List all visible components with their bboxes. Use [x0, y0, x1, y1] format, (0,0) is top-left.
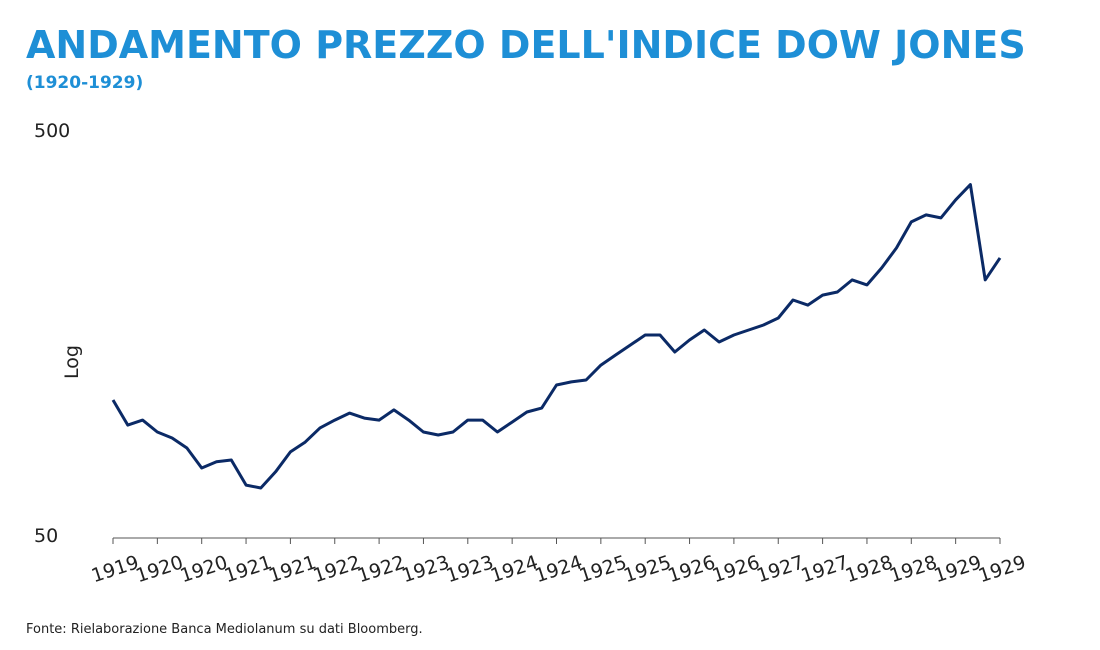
chart-subtitle: (1920-1929) — [26, 73, 143, 93]
y-tick-label: 50 — [34, 525, 58, 547]
y-axis-label: Log — [61, 345, 83, 379]
x-tick-label: 1929 — [976, 551, 1029, 587]
source-note: Fonte: Rielaborazione Banca Mediolanum s… — [26, 622, 423, 637]
price-line — [111, 183, 1002, 490]
chart-title: ANDAMENTO PREZZO DELL'INDICE DOW JONES — [26, 23, 1026, 67]
y-tick-label: 500 — [34, 120, 70, 142]
